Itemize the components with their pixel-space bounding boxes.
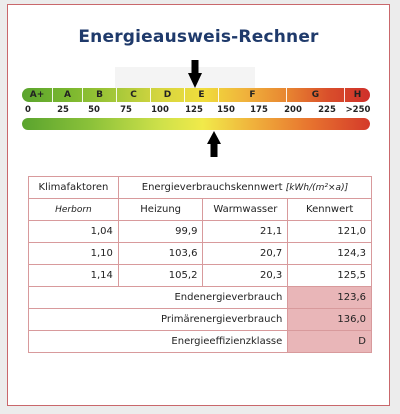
tick-label: 100: [151, 105, 169, 115]
cell-kennwert: 121,0: [287, 220, 372, 243]
header-heizung: Heizung: [117, 198, 204, 221]
primaerenergie-marker-arrow-icon: [207, 131, 221, 157]
tick-label: 50: [88, 105, 100, 115]
header-unit: [kWh/(m²×a)]: [285, 183, 349, 193]
tick-label: 125: [185, 105, 203, 115]
class-a: A: [52, 88, 82, 102]
class-d: D: [150, 88, 184, 102]
energy-gradient-bar: [22, 118, 370, 130]
cell-faktor: 1,14: [28, 264, 119, 287]
summary-value: 123,6: [287, 286, 372, 309]
summary-label: Endenergieverbrauch: [27, 286, 289, 309]
cell-heizung: 103,6: [117, 242, 204, 265]
cell-warmwasser: 21,1: [202, 220, 289, 243]
table-header-row: Klimafaktoren Energieverbrauchskennwert …: [28, 176, 373, 199]
tick-label: 225: [318, 105, 336, 115]
tick-label: 0: [25, 105, 31, 115]
energy-class-bar: A+ A B C D E F G H: [22, 88, 370, 102]
place-label: Herborn: [28, 198, 119, 221]
summary-row-effizienzklasse: Energieeffizienzklasse D: [27, 330, 372, 353]
tick-label: >250: [345, 105, 371, 115]
page-title: Energieausweis-Rechner: [78, 27, 319, 47]
summary-label: Primärenergieverbrauch: [27, 308, 289, 331]
class-c: C: [116, 88, 150, 102]
tick-label: 175: [250, 105, 268, 115]
table-row: 1,10 103,6 20,7 124,3: [28, 242, 372, 265]
summary-value: D: [287, 330, 372, 353]
cell-faktor: 1,10: [28, 242, 119, 265]
class-f: F: [218, 88, 286, 102]
summary-label: Energieeffizienzklasse: [27, 330, 289, 353]
summary-row-primaerenergie: Primärenergieverbrauch 136,0: [27, 308, 372, 331]
tick-label: 150: [217, 105, 235, 115]
energy-table: Klimafaktoren Energieverbrauchskennwert …: [27, 176, 373, 353]
cell-heizung: 105,2: [117, 264, 204, 287]
scale-ticks: 0 25 50 75 100 125 150 175 200 225 >250: [22, 105, 370, 117]
cell-faktor: 1,04: [28, 220, 119, 243]
cell-warmwasser: 20,7: [202, 242, 289, 265]
header-kennwert-label: Energieverbrauchskennwert: [141, 182, 283, 193]
header-kennwert: Kennwert: [287, 198, 372, 221]
class-h: H: [344, 88, 370, 102]
tick-label: 200: [284, 105, 302, 115]
tick-label: 75: [120, 105, 132, 115]
header-klimafaktoren: Klimafaktoren: [28, 176, 119, 199]
summary-value: 136,0: [287, 308, 372, 331]
endenergie-marker-arrow-icon: [188, 60, 202, 88]
tick-label: 25: [57, 105, 69, 115]
cell-warmwasser: 20,3: [202, 264, 289, 287]
cell-kennwert: 125,5: [287, 264, 372, 287]
cell-kennwert: 124,3: [287, 242, 372, 265]
header-kennwert-group: Energieverbrauchskennwert [kWh/(m²×a)]: [117, 176, 373, 199]
table-subheader-row: Herborn Heizung Warmwasser Kennwert: [28, 198, 372, 221]
class-a-plus: A+: [29, 90, 45, 100]
class-e: E: [184, 88, 218, 102]
header-warmwasser: Warmwasser: [202, 198, 289, 221]
cell-heizung: 99,9: [117, 220, 204, 243]
class-g: G: [286, 88, 344, 102]
summary-row-endenergie: Endenergieverbrauch 123,6: [27, 286, 372, 309]
table-row: 1,04 99,9 21,1 121,0: [28, 220, 372, 243]
class-b: B: [82, 88, 116, 102]
table-row: 1,14 105,2 20,3 125,5: [28, 264, 372, 287]
